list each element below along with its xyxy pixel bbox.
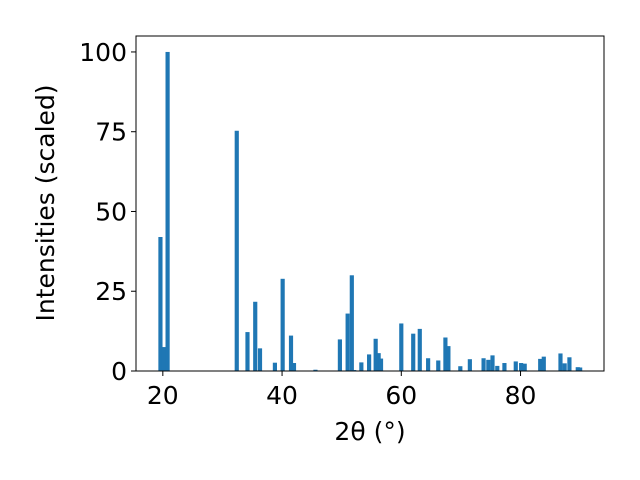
bar [345,313,350,371]
x-tick-label: 20 [147,381,179,410]
bar [378,358,384,371]
bar [575,367,580,371]
bar [291,363,297,371]
y-tick-label: 50 [95,197,127,226]
plot-frame [135,35,605,372]
bar [158,237,163,371]
bar [562,363,567,371]
bar [253,301,258,371]
bar [373,338,378,371]
bar [280,278,285,371]
bar [502,363,507,371]
bar [567,357,572,371]
bar [376,353,381,371]
bar [417,328,422,371]
bar [313,369,318,371]
bar [359,362,364,371]
x-tick-label: 80 [505,381,537,410]
bar [337,339,342,371]
bar [436,360,441,371]
bar [399,323,404,371]
bar [490,355,495,371]
axes-group: 20 40 60 80 0 25 50 75 100 [79,35,605,410]
bar [443,337,448,371]
bar [426,358,431,371]
x-tick-label: 40 [266,381,298,410]
bar [349,275,354,371]
bar [495,365,500,371]
y-tick-label: 25 [95,277,127,306]
bar [446,346,451,371]
bar [578,367,583,371]
y-tick-label: 75 [95,118,127,147]
y-tick-label: 0 [111,357,127,386]
x-tick-label: 60 [385,381,417,410]
bar [245,332,250,371]
bar [481,358,486,371]
bar [538,358,543,371]
bar [234,130,239,371]
bar [367,354,372,371]
bar [458,366,463,371]
bar [522,363,527,371]
bar [513,361,518,371]
bar [519,363,524,371]
bar [541,356,546,371]
bar [165,51,170,371]
bar [411,333,416,371]
y-tick-label: 100 [79,38,127,67]
bar [161,347,167,371]
bar [467,359,472,371]
bar [486,359,491,371]
x-axis-label: 2θ (°) [334,417,405,446]
bar [257,348,263,371]
bar [288,335,294,371]
bar [272,362,277,371]
y-axis-label: Intensities (scaled) [31,84,60,321]
bars-group [158,51,583,371]
bar [558,353,563,371]
